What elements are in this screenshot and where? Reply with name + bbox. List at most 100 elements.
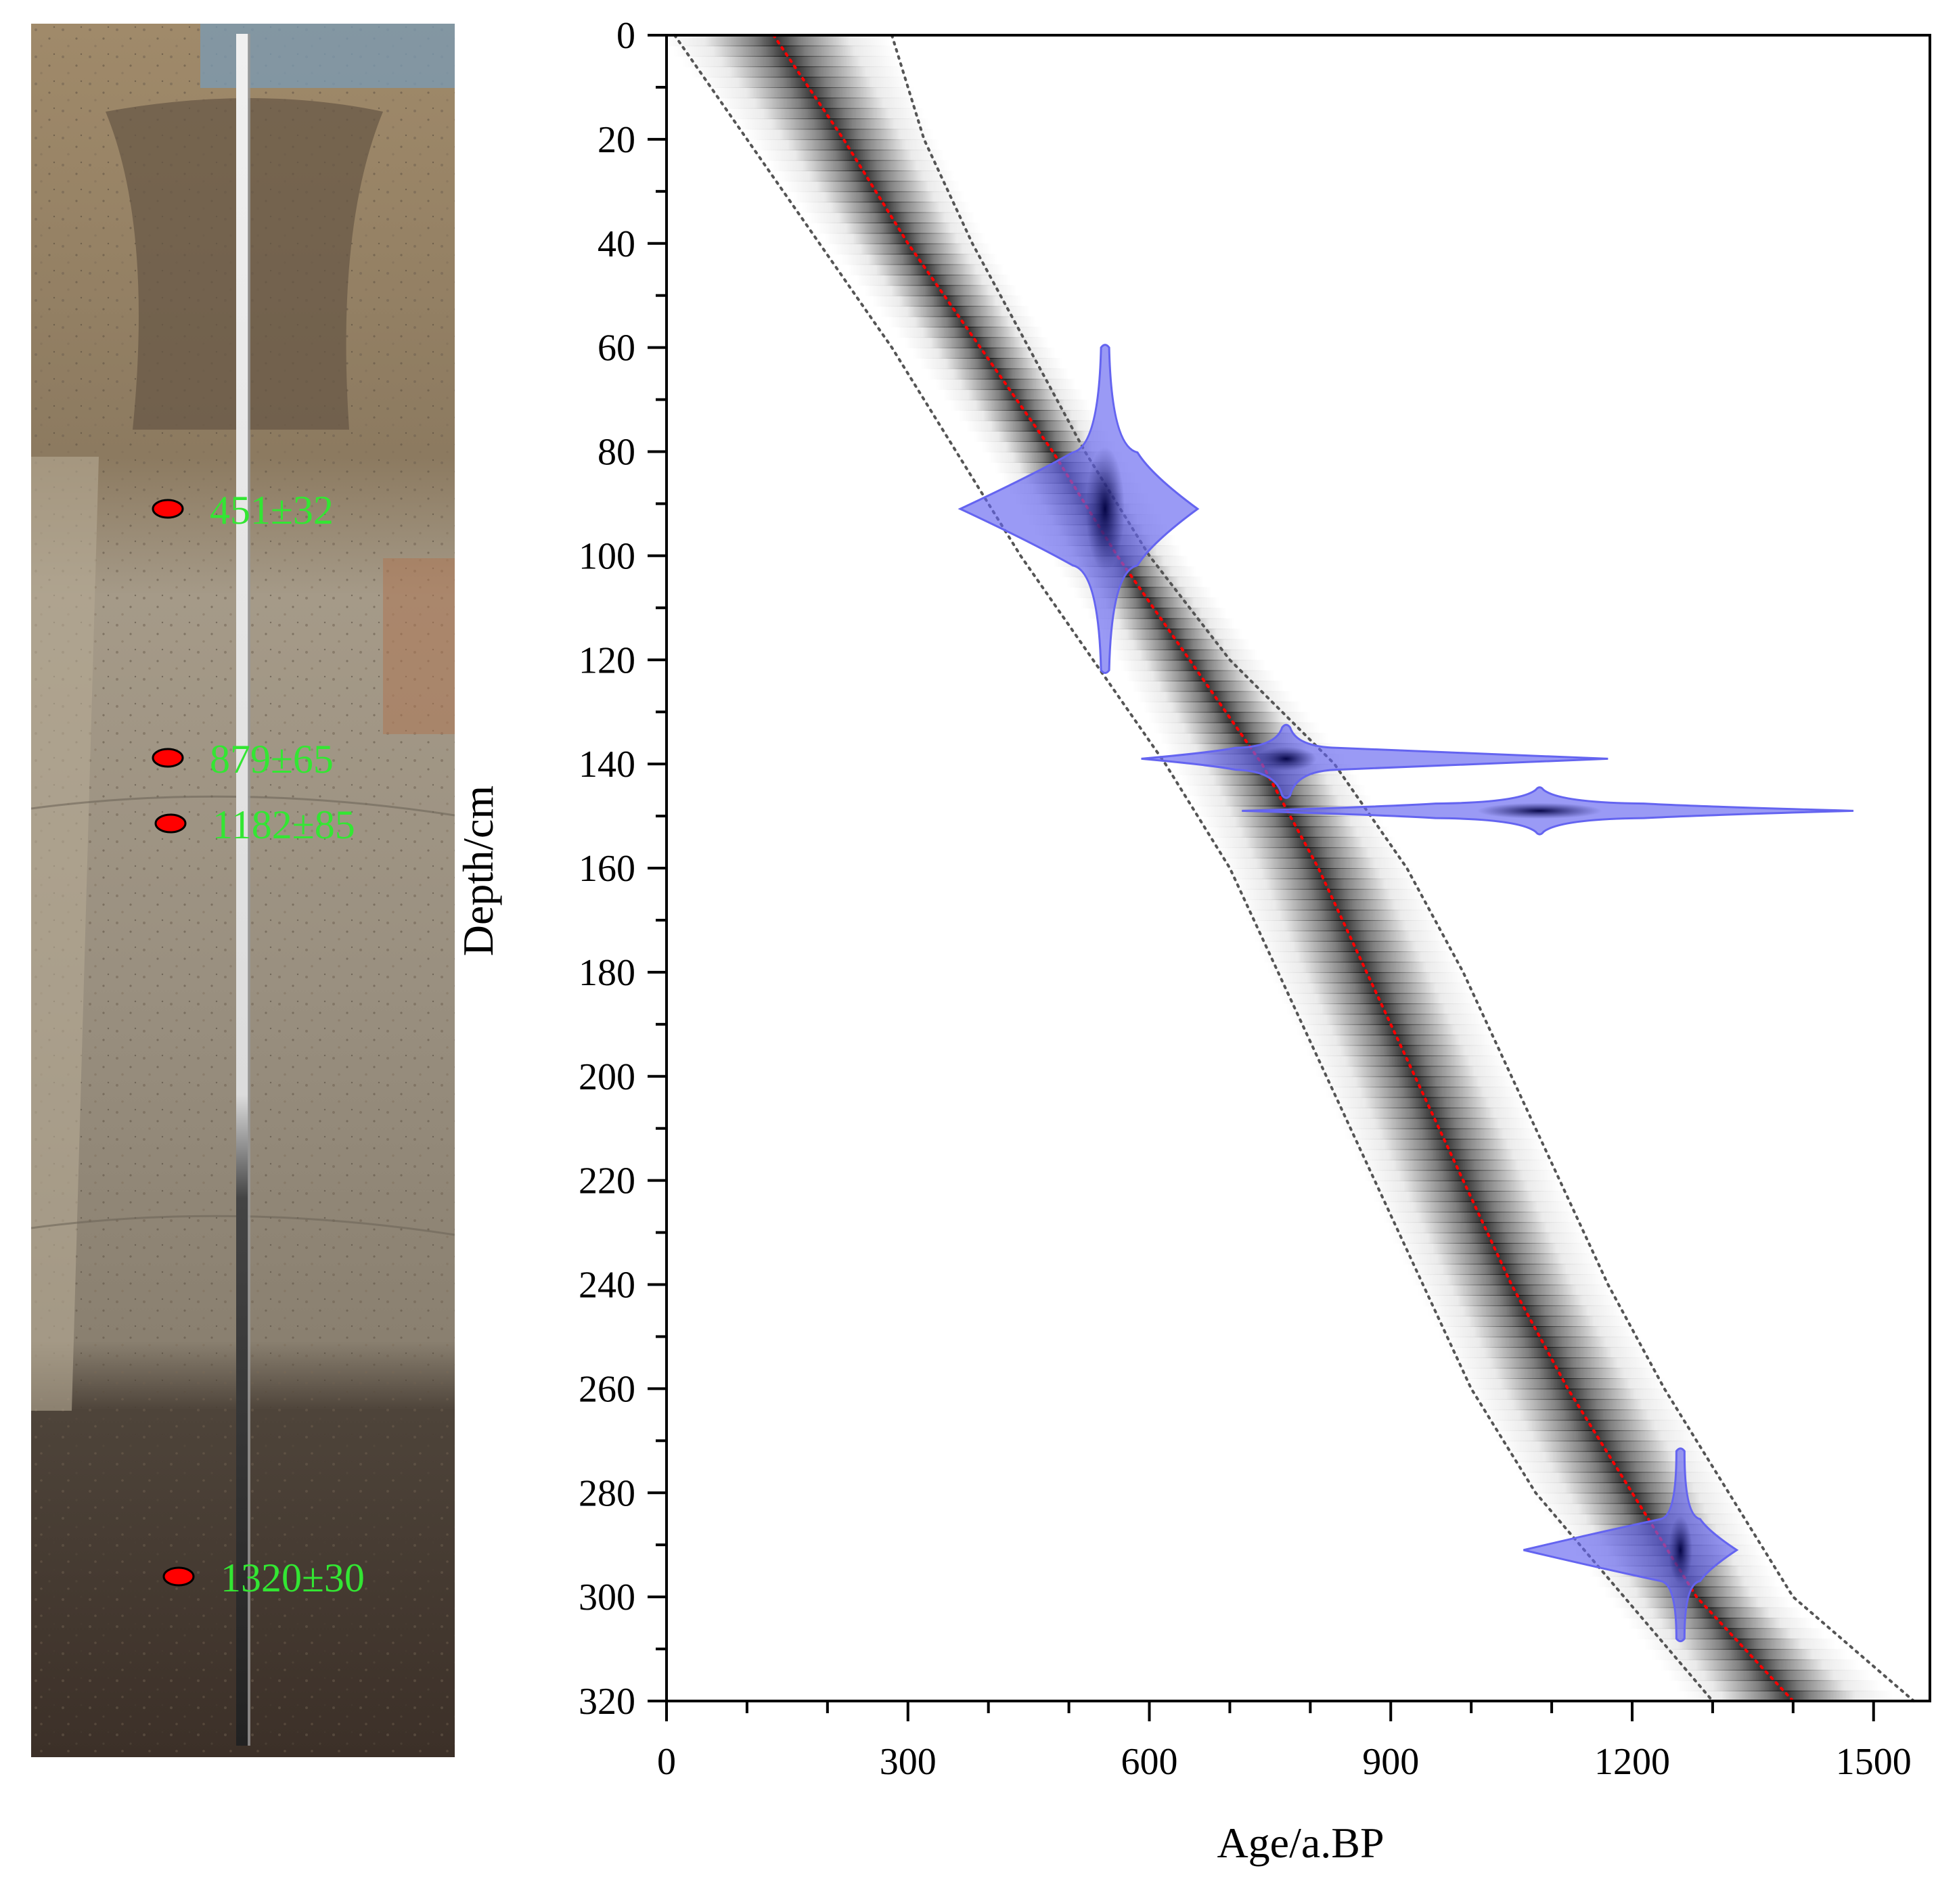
y-tick-label: 300 (579, 1577, 635, 1618)
sample-age-label: 1320±30 (221, 1556, 365, 1600)
confidence-envelope (673, 34, 1916, 1702)
band-slice (1142, 701, 1302, 713)
y-axis: 0 20 40 60 80 100 120 140 160 180 200 220 240 260 280 3… (579, 15, 667, 1723)
band-slice (1202, 816, 1384, 828)
sample-age-label: 879±65 (210, 737, 334, 781)
y-tick-label: 200 (579, 1056, 635, 1098)
sample-marker (154, 813, 187, 834)
photo-sample-markers: 451±32 879±65 1182±85 1320±30 (152, 488, 365, 1600)
sample-marker (152, 748, 184, 768)
band-slice (1453, 1357, 1654, 1369)
band-slice (1667, 1669, 1871, 1681)
band-slice (927, 368, 1070, 380)
date-distribution-2 (1141, 723, 1608, 799)
band-slice (1427, 1305, 1624, 1317)
y-tick-label: 320 (579, 1681, 635, 1723)
x-tick-label: 300 (880, 1741, 937, 1783)
sample-marker (152, 499, 184, 519)
band-slice (1276, 982, 1471, 994)
band-slice (1330, 1097, 1525, 1108)
y-axis-title: Depth/cm (454, 786, 502, 956)
lower-envelope-line (673, 34, 1714, 1702)
band-slice (1482, 1409, 1686, 1421)
band-slice (1675, 1680, 1882, 1692)
x-axis-title: Age/a.BP (1217, 1819, 1384, 1867)
y-tick-label: 100 (579, 535, 635, 577)
x-tick-label: 1200 (1594, 1741, 1670, 1783)
band-slice (1126, 670, 1275, 682)
band-slice (824, 233, 986, 244)
distribution-shape (1523, 1447, 1739, 1643)
y-tick-label: 240 (579, 1265, 635, 1307)
x-tick-label: 0 (657, 1741, 676, 1783)
distribution-core (1255, 746, 1317, 771)
band-slice (1100, 629, 1242, 640)
band-slice (1236, 888, 1424, 901)
y-tick-label: 80 (598, 432, 635, 474)
y-tick-label: 140 (579, 744, 635, 786)
date-distributions (958, 344, 1854, 1643)
band-slice (801, 202, 970, 213)
x-axis: 0 300 600 900 1200 1500 (657, 1701, 1912, 1783)
y-tick-label: 120 (579, 639, 635, 681)
distribution-core (1085, 447, 1125, 571)
date-distribution-4 (1523, 1447, 1739, 1643)
band-slice (848, 264, 1005, 275)
distribution-core (1668, 1516, 1692, 1585)
x-tick-label: 1500 (1836, 1741, 1912, 1783)
band-slice (778, 171, 955, 182)
band-slice (1437, 1326, 1636, 1338)
y-tick-label: 220 (579, 1160, 635, 1202)
y-tick-label: 40 (598, 223, 635, 265)
y-tick-label: 180 (579, 952, 635, 994)
band-slice (1502, 1441, 1705, 1452)
band-slice (727, 108, 924, 120)
band-slice (904, 337, 1050, 348)
y-tick-label: 60 (598, 327, 635, 369)
band-slice (1228, 868, 1414, 880)
band-slice (958, 409, 1097, 422)
band-slice (1659, 1659, 1860, 1671)
band-slice (1358, 1159, 1554, 1171)
y-tick-label: 0 (616, 15, 635, 57)
band-slice (700, 76, 910, 88)
band-slice (1349, 1139, 1544, 1150)
band-slice (754, 139, 939, 151)
band-slice (1514, 1461, 1718, 1473)
sample-age-label: 451±32 (210, 488, 334, 532)
band-slice (1392, 1232, 1588, 1244)
band-slice (1120, 660, 1266, 671)
band-slice (1412, 1274, 1606, 1286)
y-tick-label: 280 (579, 1472, 635, 1514)
distribution-core (1477, 802, 1602, 819)
band-slice (1651, 1649, 1848, 1660)
band-slice (1402, 1253, 1597, 1265)
band-slice (673, 45, 895, 57)
x-tick-label: 600 (1121, 1741, 1178, 1783)
upper-envelope-line (890, 34, 1916, 1702)
band-slice (1245, 909, 1435, 921)
band-slice (872, 295, 1024, 307)
band-slice (1267, 961, 1462, 973)
band-slice (1296, 1024, 1491, 1036)
x-tick-label: 900 (1362, 1741, 1419, 1783)
band-slice (1382, 1211, 1577, 1223)
median-line (772, 34, 1795, 1702)
band-slice (1191, 795, 1372, 807)
band-slice (1604, 1586, 1783, 1598)
sample-marker (162, 1566, 195, 1587)
y-tick-label: 260 (579, 1368, 635, 1410)
sample-age-label: 1182±85 (212, 802, 355, 847)
distribution-shape (1141, 723, 1608, 799)
date-distribution-1 (958, 344, 1200, 675)
median-age-line (772, 34, 1795, 1702)
band-slice (1339, 1118, 1534, 1129)
distribution-shape (958, 344, 1200, 675)
band-slice (1320, 1076, 1515, 1088)
y-tick-label: 160 (579, 848, 635, 890)
y-tick-label: 20 (598, 119, 635, 161)
band-slice (1464, 1378, 1667, 1390)
band-slice (1217, 847, 1403, 859)
band-slice (1534, 1493, 1736, 1504)
date-distribution-3 (1242, 786, 1854, 836)
